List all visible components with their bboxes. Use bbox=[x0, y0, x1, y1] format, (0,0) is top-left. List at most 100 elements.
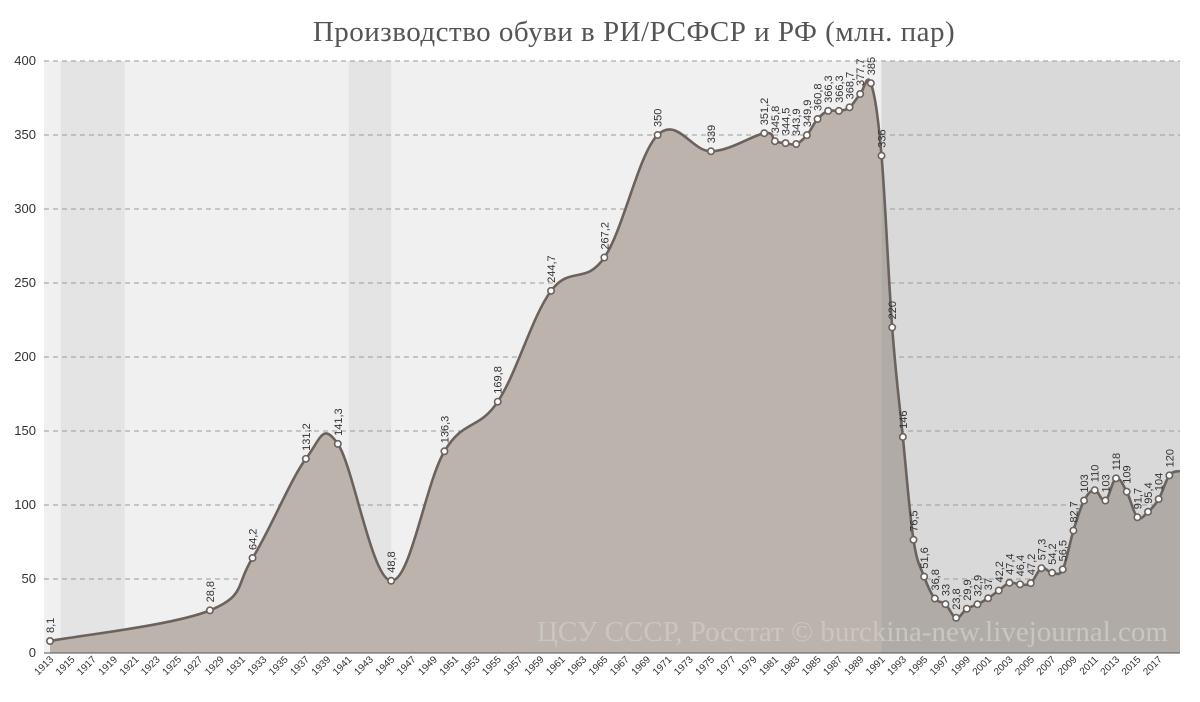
data-label: 36,8 bbox=[930, 569, 942, 590]
x-tick-label: 1989 bbox=[843, 654, 867, 678]
data-label: 51,6 bbox=[919, 547, 931, 568]
data-label: 33 bbox=[940, 584, 952, 596]
x-tick-label: 1931 bbox=[224, 654, 248, 678]
x-tick-label: 1995 bbox=[907, 654, 931, 678]
data-point bbox=[301, 454, 310, 463]
y-tick-label: 250 bbox=[14, 275, 36, 290]
x-tick-label: 1945 bbox=[374, 654, 398, 678]
data-label: 339 bbox=[706, 125, 718, 143]
x-tick-label: 1925 bbox=[161, 654, 185, 678]
data-label: 360,8 bbox=[813, 83, 825, 111]
x-tick-label: 2003 bbox=[992, 654, 1016, 678]
x-tick-label: 1913 bbox=[33, 654, 57, 678]
data-label: 29,9 bbox=[962, 579, 974, 600]
data-point bbox=[941, 600, 950, 609]
data-point bbox=[856, 90, 865, 99]
x-tick-label: 2013 bbox=[1099, 654, 1123, 678]
data-label: 136,3 bbox=[439, 416, 451, 444]
data-label: 385 bbox=[866, 57, 878, 75]
data-label: 366,3 bbox=[823, 75, 835, 103]
x-tick-label: 1977 bbox=[715, 654, 739, 678]
data-label: 351,2 bbox=[759, 98, 771, 126]
data-point bbox=[1037, 564, 1046, 573]
x-tick-label: 1937 bbox=[288, 654, 312, 678]
data-label: 109 bbox=[1122, 465, 1134, 483]
data-label: 37 bbox=[983, 578, 995, 590]
data-point bbox=[1133, 513, 1142, 522]
data-point bbox=[1154, 495, 1163, 504]
y-tick-label: 100 bbox=[14, 497, 36, 512]
data-label: 118 bbox=[1111, 453, 1123, 471]
x-tick-label: 1923 bbox=[139, 654, 163, 678]
x-tick-label: 1915 bbox=[54, 654, 78, 678]
x-tick-label: 1935 bbox=[267, 654, 291, 678]
data-point bbox=[1101, 496, 1110, 505]
data-labels: 8,1 28,8 64,2 131,2 141,3 48,8 136,3 169,8 244,7… bbox=[45, 57, 1176, 633]
data-point bbox=[802, 131, 811, 140]
data-label: 349,9 bbox=[802, 100, 814, 128]
data-point bbox=[994, 586, 1003, 595]
data-point bbox=[909, 535, 918, 544]
chart-title: Производство обуви в РИ/РСФСР и РФ (млн.… bbox=[313, 16, 955, 48]
x-tick-label: 1957 bbox=[502, 654, 526, 678]
x-tick-label: 1951 bbox=[438, 654, 462, 678]
data-point bbox=[333, 439, 342, 448]
data-point bbox=[930, 594, 939, 603]
data-label: 48,8 bbox=[386, 551, 398, 572]
y-tick-label: 0 bbox=[29, 645, 36, 660]
data-point bbox=[653, 131, 662, 140]
x-tick-label: 2011 bbox=[1078, 654, 1101, 677]
data-label: 54,2 bbox=[1047, 543, 1059, 564]
x-tick-label: 1959 bbox=[523, 654, 547, 678]
x-tick-label: 1987 bbox=[821, 654, 845, 678]
data-point bbox=[888, 323, 897, 332]
x-tick-label: 1963 bbox=[566, 654, 590, 678]
x-tick-label: 1953 bbox=[459, 654, 483, 678]
data-point bbox=[898, 432, 907, 441]
data-point bbox=[387, 576, 396, 585]
data-point bbox=[824, 106, 833, 115]
data-label: 336 bbox=[877, 129, 889, 147]
data-point bbox=[962, 604, 971, 613]
data-label: 220 bbox=[887, 301, 899, 319]
data-point bbox=[248, 553, 257, 562]
data-label: 103 bbox=[1079, 474, 1091, 492]
data-point bbox=[770, 137, 779, 146]
x-tick-label: 1975 bbox=[694, 654, 718, 678]
data-label: 47,2 bbox=[1026, 554, 1038, 575]
x-tick-label: 1921 bbox=[118, 654, 142, 678]
data-point bbox=[600, 253, 609, 262]
data-point bbox=[1080, 496, 1089, 505]
data-point bbox=[973, 600, 982, 609]
data-label: 368,7 bbox=[845, 72, 857, 100]
data-point bbox=[760, 129, 769, 138]
data-label: 95,4 bbox=[1143, 482, 1155, 503]
y-tick-label: 150 bbox=[14, 423, 36, 438]
data-point bbox=[1026, 579, 1035, 588]
x-tick-label: 1947 bbox=[395, 654, 419, 678]
data-label: 57,3 bbox=[1036, 539, 1048, 560]
data-label: 267,2 bbox=[599, 222, 611, 250]
x-tick-label: 1949 bbox=[416, 654, 440, 678]
data-point bbox=[493, 397, 502, 406]
x-tick-label: 1981 bbox=[758, 654, 782, 678]
data-point bbox=[440, 447, 449, 456]
data-point bbox=[1058, 565, 1067, 574]
data-label: 169,8 bbox=[493, 366, 505, 394]
y-tick-label: 50 bbox=[22, 571, 36, 586]
data-point bbox=[45, 637, 54, 646]
x-tick-label: 1927 bbox=[182, 654, 206, 678]
data-label: 131,2 bbox=[301, 423, 313, 451]
x-tick-label: 2017 bbox=[1141, 654, 1165, 678]
data-label: 46,4 bbox=[1015, 555, 1027, 576]
x-tick-label: 2005 bbox=[1013, 654, 1037, 678]
data-point bbox=[1144, 507, 1153, 516]
series-area-shaded bbox=[881, 155, 1180, 653]
data-label: 56,5 bbox=[1058, 540, 1070, 561]
data-point bbox=[1165, 471, 1174, 480]
data-label: 104 bbox=[1154, 473, 1166, 491]
data-point bbox=[1090, 486, 1099, 495]
data-point bbox=[1048, 568, 1057, 577]
